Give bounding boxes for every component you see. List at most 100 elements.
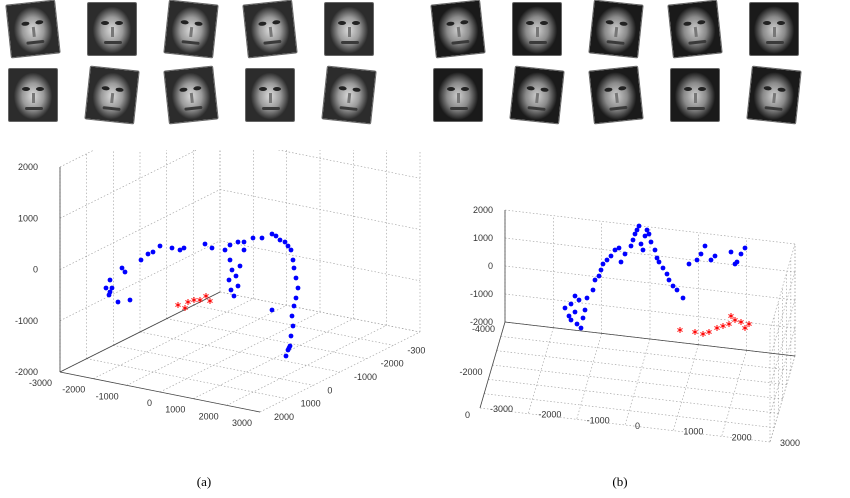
blue-data-point <box>698 251 704 257</box>
blue-data-point <box>107 289 113 295</box>
blue-data-point <box>574 321 580 327</box>
blue-data-point <box>604 257 610 263</box>
grid-line <box>769 355 796 443</box>
blue-data-point <box>686 261 692 267</box>
tick-label: -2000 <box>15 367 38 377</box>
red-star-point <box>191 298 197 302</box>
red-star-point <box>692 330 698 334</box>
blue-data-point <box>290 323 296 329</box>
tick-label: -1000 <box>587 415 610 425</box>
blue-data-point <box>660 265 666 271</box>
face-thumbnail <box>163 65 219 125</box>
blue-data-point <box>576 297 582 303</box>
blue-data-point <box>694 257 700 263</box>
tick-label: -1000 <box>96 391 119 401</box>
tick-label: 3000 <box>780 438 800 448</box>
grid-line <box>492 364 783 400</box>
blue-data-point <box>209 245 215 251</box>
blue-data-point <box>634 227 640 233</box>
blue-data-point <box>712 253 718 259</box>
red-star-point <box>738 320 744 324</box>
blue-data-point <box>652 247 658 253</box>
red-star-point <box>732 318 738 322</box>
tick-label: -1000 <box>15 316 38 326</box>
face-thumbnail <box>433 68 483 122</box>
blue-data-point <box>592 277 598 283</box>
blue-data-point <box>228 287 234 293</box>
blue-data-point <box>289 313 295 319</box>
blue-data-point <box>285 243 291 249</box>
blue-data-point <box>708 257 714 263</box>
blue-data-point <box>286 345 292 351</box>
blue-data-point <box>277 237 283 243</box>
face-thumbnail <box>245 68 295 122</box>
grid-line <box>624 338 651 426</box>
blue-data-point <box>670 283 676 289</box>
face-thumbnail <box>430 0 486 59</box>
tick-label: -1000 <box>354 372 377 382</box>
grid-line <box>769 243 796 331</box>
blue-data-point <box>181 245 187 251</box>
caption-b: (b) <box>612 474 628 489</box>
blue-data-point <box>742 245 748 251</box>
blue-data-point <box>227 257 233 263</box>
red-star-point <box>197 298 203 302</box>
tick-label: 0 <box>488 261 493 271</box>
blue-data-point <box>618 259 624 265</box>
red-star-point <box>720 324 726 328</box>
axis-line <box>59 291 221 373</box>
blue-data-point <box>622 251 628 257</box>
face-thumbnail <box>87 2 137 56</box>
grid-line <box>769 299 796 387</box>
blue-data-point <box>145 251 151 257</box>
red-star-point <box>207 299 213 303</box>
red-star-point <box>700 332 706 336</box>
grid-line <box>673 344 699 431</box>
blue-data-point <box>656 259 662 265</box>
figure-panel-b: 2000 1000 0 -1000 -2000 -4000 -2000 0 -3000 -2000… <box>425 0 850 498</box>
blue-data-point <box>632 231 638 237</box>
blue-data-point <box>572 309 578 315</box>
blue-data-point <box>237 263 243 269</box>
blue-data-point <box>566 313 572 319</box>
blue-data-point <box>241 247 247 253</box>
face-thumbnail <box>509 65 565 125</box>
blue-data-point <box>680 295 686 301</box>
face-thumbnail <box>8 68 58 122</box>
face-thumbnail <box>512 2 562 56</box>
grid-line <box>219 291 421 333</box>
grid-line <box>139 331 341 373</box>
red-star-point <box>203 294 209 298</box>
blue-data-point <box>119 265 125 271</box>
blue-data-point <box>600 261 606 267</box>
blue-data-point <box>654 255 660 261</box>
blue-data-point <box>288 333 294 339</box>
blue-data-point <box>177 247 183 253</box>
caption-a: (a) <box>196 474 212 489</box>
face-thumbnail <box>588 0 644 59</box>
red-star-point <box>175 303 181 307</box>
blue-data-point <box>640 247 646 253</box>
blue-data-point <box>734 259 740 265</box>
blue-data-point <box>674 287 680 293</box>
blue-data-point <box>269 231 275 237</box>
grid-line <box>113 345 314 386</box>
grid-line <box>219 240 421 282</box>
blue-data-point <box>157 243 163 249</box>
tick-label: 1000 <box>473 233 493 243</box>
red-star-point <box>728 314 734 318</box>
face-thumbnail <box>746 65 802 125</box>
scatter-plot-3d-a: 200010000-1000-2000-3000-2000-1000010002… <box>15 150 425 428</box>
blue-data-point <box>282 239 288 245</box>
tick-label: 0 <box>635 421 640 431</box>
blue-data-point <box>578 325 584 331</box>
blue-data-point <box>291 265 297 271</box>
scatter-plot-3d-b: 200010000-1000-2000-4000-20000-3000-2000… <box>459 205 800 448</box>
blue-data-point <box>288 247 294 253</box>
blue-data-point <box>568 301 574 307</box>
grid-line <box>496 350 787 385</box>
grid-line <box>769 327 796 415</box>
blue-data-point <box>235 283 241 289</box>
tick-label: -2000 <box>62 385 85 395</box>
blue-data-point <box>598 267 604 273</box>
